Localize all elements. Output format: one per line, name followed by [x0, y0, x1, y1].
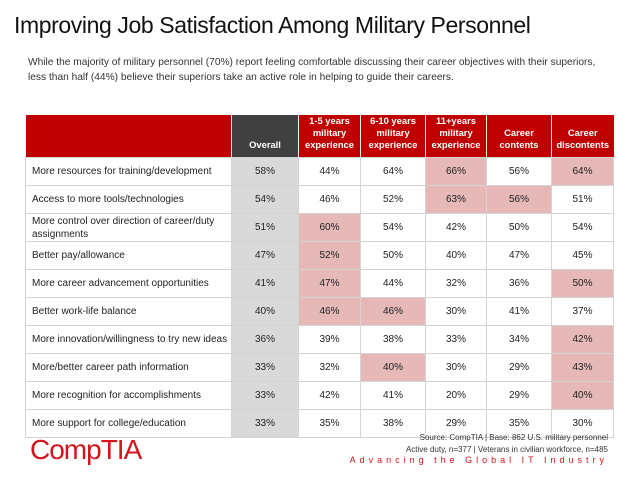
value-cell: 39% — [298, 325, 361, 354]
header-empty — [25, 115, 232, 158]
value-cell: 60% — [298, 213, 361, 242]
row-label: More resources for training/development — [25, 157, 232, 186]
value-cell: 47% — [298, 269, 361, 298]
value-cell: 33% — [425, 325, 487, 354]
value-cell: 46% — [298, 297, 361, 326]
row-label: More/better career path information — [25, 353, 232, 382]
value-cell: 43% — [551, 353, 614, 382]
page-title: Improving Job Satisfaction Among Militar… — [14, 12, 531, 38]
column-header: 11+years military experience — [425, 115, 487, 158]
column-header: 1-5 years military experience — [298, 115, 361, 158]
overall-cell: 54% — [231, 185, 299, 214]
table-row: More recognition for accomplishments 33% 4… — [25, 381, 614, 410]
header-row: Overall 1-5 years military experience 6-10… — [25, 115, 614, 158]
table-row: More resources for training/development 5… — [25, 157, 614, 186]
value-cell: 35% — [486, 409, 552, 438]
value-cell: 64% — [360, 157, 426, 186]
value-cell: 40% — [360, 353, 426, 382]
overall-cell: 40% — [231, 297, 299, 326]
value-cell: 66% — [425, 157, 487, 186]
value-cell: 29% — [486, 381, 552, 410]
value-cell: 20% — [425, 381, 487, 410]
value-cell: 50% — [360, 241, 426, 270]
row-label: More career advancement opportunities — [25, 269, 232, 298]
value-cell: 40% — [551, 381, 614, 410]
value-cell: 30% — [425, 353, 487, 382]
value-cell: 45% — [551, 241, 614, 270]
value-cell: 47% — [486, 241, 552, 270]
value-cell: 44% — [360, 269, 426, 298]
value-cell: 32% — [298, 353, 361, 382]
row-label: More control over direction of career/du… — [25, 213, 232, 242]
column-header: 6-10 years military experience — [360, 115, 426, 158]
value-cell: 32% — [425, 269, 487, 298]
value-cell: 50% — [551, 269, 614, 298]
overall-cell: 33% — [231, 353, 299, 382]
value-cell: 42% — [298, 381, 361, 410]
overall-cell: 36% — [231, 325, 299, 354]
value-cell: 50% — [486, 213, 552, 242]
comptia-logo: CompTIA — [30, 434, 142, 466]
value-cell: 34% — [486, 325, 552, 354]
value-cell: 29% — [486, 353, 552, 382]
value-cell: 44% — [298, 157, 361, 186]
value-cell: 54% — [551, 213, 614, 242]
table-row: More/better career path information 33% 32… — [25, 353, 614, 382]
column-header: Career discontents — [551, 115, 614, 158]
value-cell: 52% — [360, 185, 426, 214]
value-cell: 30% — [551, 409, 614, 438]
value-cell: 41% — [486, 297, 552, 326]
table-row: More career advancement opportunities 41%… — [25, 269, 614, 298]
table-row: Access to more tools/technologies 54% 46% 5… — [25, 185, 614, 214]
row-label: Access to more tools/technologies — [25, 185, 232, 214]
value-cell: 38% — [360, 325, 426, 354]
value-cell: 30% — [425, 297, 487, 326]
table-row: Better pay/allowance 47% 52% 50% 40% 47% 45% — [25, 241, 614, 270]
value-cell: 51% — [551, 185, 614, 214]
value-cell: 42% — [551, 325, 614, 354]
value-cell: 56% — [486, 157, 552, 186]
satisfaction-table: Overall 1-5 years military experience 6-10… — [25, 115, 614, 438]
value-cell: 56% — [486, 185, 552, 214]
value-cell: 46% — [298, 185, 361, 214]
table-row: More innovation/willingness to try new i… — [25, 325, 614, 354]
value-cell: 46% — [360, 297, 426, 326]
table-row: More support for college/education 33% 35%… — [25, 409, 614, 438]
row-label: Better pay/allowance — [25, 241, 232, 270]
value-cell: 54% — [360, 213, 426, 242]
row-label: More innovation/willingness to try new i… — [25, 325, 232, 354]
value-cell: 37% — [551, 297, 614, 326]
source-line-2: Active duty, n=377 | Veterans in civilia… — [405, 445, 608, 454]
row-label: More recognition for accomplishments — [25, 381, 232, 410]
subtitle: While the majority of military personnel… — [28, 57, 596, 83]
overall-cell: 58% — [231, 157, 299, 186]
overall-cell: 33% — [231, 381, 299, 410]
row-label: Better work-life balance — [25, 297, 232, 326]
column-header: Overall — [231, 115, 299, 158]
value-cell: 63% — [425, 185, 487, 214]
value-cell: 42% — [425, 213, 487, 242]
tagline: Advancing the Global IT Industry — [349, 455, 608, 465]
value-cell: 64% — [551, 157, 614, 186]
table-row: Better work-life balance 40% 46% 46% 30% 41% 3… — [25, 297, 614, 326]
overall-cell: 41% — [231, 269, 299, 298]
table-row: More control over direction of career/du… — [25, 213, 614, 242]
column-header: Career contents — [486, 115, 552, 158]
value-cell: 29% — [425, 409, 487, 438]
value-cell: 52% — [298, 241, 361, 270]
overall-cell: 51% — [231, 213, 299, 242]
row-label: More support for college/education — [25, 409, 232, 438]
source-note: Source: CompTIA | Base: 862 U.S. militar… — [406, 432, 608, 456]
logo-text: CompTIA — [30, 434, 142, 465]
value-cell: 35% — [298, 409, 361, 438]
value-cell: 40% — [425, 241, 487, 270]
value-cell: 41% — [360, 381, 426, 410]
source-line-1: Source: CompTIA | Base: 862 U.S. militar… — [419, 433, 608, 442]
overall-cell: 33% — [231, 409, 299, 438]
overall-cell: 47% — [231, 241, 299, 270]
value-cell: 36% — [486, 269, 552, 298]
